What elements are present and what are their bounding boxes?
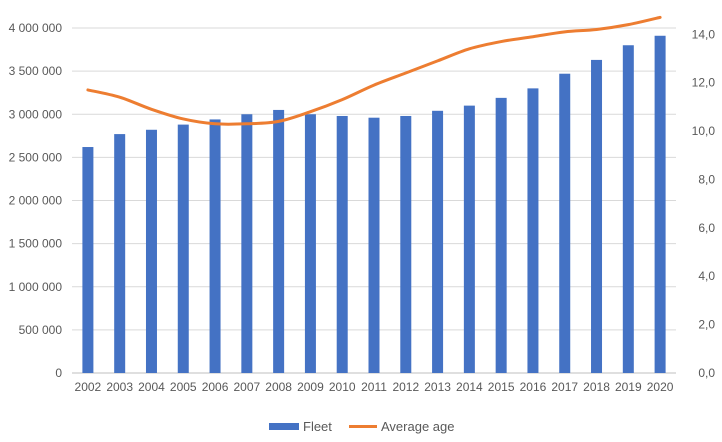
x-tick-label: 2016 <box>520 380 547 394</box>
bar-fleet-2014 <box>464 106 475 373</box>
x-tick-label: 2005 <box>170 380 197 394</box>
bar-fleet-2012 <box>400 116 411 373</box>
left-tick-label: 1 000 000 <box>9 280 63 294</box>
bar-fleet-2004 <box>146 130 157 373</box>
left-tick-label: 2 000 000 <box>9 194 63 208</box>
bar-fleet-2009 <box>305 114 316 373</box>
x-tick-label: 2010 <box>329 380 356 394</box>
left-tick-label: 0 <box>55 366 62 380</box>
bar-fleet-2008 <box>273 110 284 373</box>
bar-fleet-2002 <box>82 147 93 373</box>
bar-fleet-2018 <box>591 60 602 373</box>
x-tick-label: 2020 <box>647 380 674 394</box>
bar-fleet-2013 <box>432 111 443 373</box>
bar-fleet-2003 <box>114 134 125 373</box>
x-tick-label: 2004 <box>138 380 165 394</box>
legend-swatch-fleet <box>269 423 299 430</box>
x-tick-label: 2009 <box>297 380 324 394</box>
left-tick-label: 3 500 000 <box>9 64 63 78</box>
right-tick-label: 14,0 <box>692 27 716 41</box>
bar-fleet-2010 <box>337 116 348 373</box>
x-tick-label: 2014 <box>456 380 483 394</box>
bar-fleet-2005 <box>178 125 189 373</box>
x-tick-label: 2002 <box>75 380 102 394</box>
right-tick-label: 0,0 <box>698 366 715 380</box>
x-tick-label: 2011 <box>361 380 387 394</box>
right-tick-label: 10,0 <box>692 124 716 138</box>
x-tick-label: 2007 <box>233 380 260 394</box>
bar-fleet-2017 <box>559 74 570 373</box>
right-tick-label: 12,0 <box>692 76 716 90</box>
bar-fleet-2011 <box>369 118 380 373</box>
left-tick-label: 1 500 000 <box>9 237 63 251</box>
x-tick-label: 2015 <box>488 380 515 394</box>
x-tick-label: 2008 <box>265 380 292 394</box>
legend-label-fleet: Fleet <box>303 419 332 434</box>
left-tick-label: 4 000 000 <box>9 21 63 35</box>
x-tick-label: 2006 <box>202 380 229 394</box>
left-tick-label: 2 500 000 <box>9 150 63 164</box>
bar-fleet-2016 <box>527 88 538 373</box>
left-tick-label: 500 000 <box>19 323 63 337</box>
bar-fleet-2006 <box>210 119 221 373</box>
left-tick-label: 3 000 000 <box>9 107 63 121</box>
right-tick-label: 4,0 <box>698 269 715 283</box>
right-tick-label: 2,0 <box>698 318 715 332</box>
right-tick-label: 8,0 <box>698 172 715 186</box>
bar-fleet-2019 <box>623 45 634 373</box>
x-tick-label: 2012 <box>392 380 419 394</box>
legend-label-average-age: Average age <box>381 419 455 434</box>
right-tick-label: 6,0 <box>698 221 715 235</box>
x-tick-label: 2017 <box>551 380 578 394</box>
bar-fleet-2007 <box>241 114 252 373</box>
x-tick-label: 2018 <box>583 380 610 394</box>
x-tick-label: 2003 <box>106 380 133 394</box>
bar-fleet-2020 <box>655 36 666 373</box>
x-tick-label: 2019 <box>615 380 642 394</box>
bar-fleet-2015 <box>496 98 507 373</box>
x-tick-label: 2013 <box>424 380 451 394</box>
